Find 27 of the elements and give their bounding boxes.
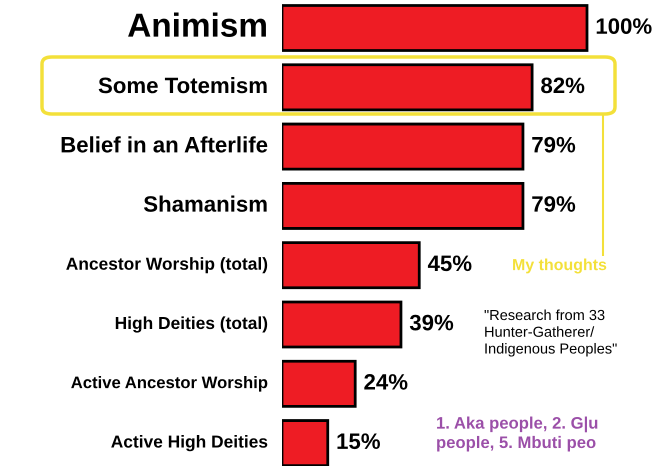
bar [282, 300, 402, 348]
data-label: 100% [596, 18, 652, 34]
data-label: 45% [428, 255, 472, 272]
y-tick-label: Active High Deities [111, 434, 268, 452]
y-tick-label: Shamanism [144, 196, 267, 212]
bar [282, 182, 524, 230]
bar [282, 360, 357, 408]
data-label: 24% [364, 374, 408, 390]
data-label: 79% [532, 196, 576, 212]
y-tick-label: Belief in an Afterlife [62, 136, 268, 153]
data-label: 39% [410, 314, 454, 330]
annotation: "Research from 33 Hunter-Gatherer/ Indigenous Peoples" [484, 309, 617, 357]
y-tick-label: Some Totemism [98, 76, 267, 94]
data-label: 82% [541, 78, 584, 94]
data-label: 79% [532, 136, 576, 153]
y-tick-label: Active Ancestor Worship [71, 376, 268, 392]
annotation: My thoughts [513, 258, 606, 274]
bar [282, 4, 588, 52]
y-tick-label: Ancestor Worship (total) [66, 257, 268, 274]
annotation: 1. Aka people, 2. G|u people, 5. Mbuti peo [437, 416, 598, 452]
y-tick-label: Animism [128, 12, 266, 37]
bar [282, 63, 534, 112]
data-label: 15% [337, 433, 380, 450]
y-tick-label: High Deities (total) [116, 316, 268, 333]
bar [282, 241, 421, 290]
bar [282, 419, 330, 466]
bar [282, 122, 524, 171]
